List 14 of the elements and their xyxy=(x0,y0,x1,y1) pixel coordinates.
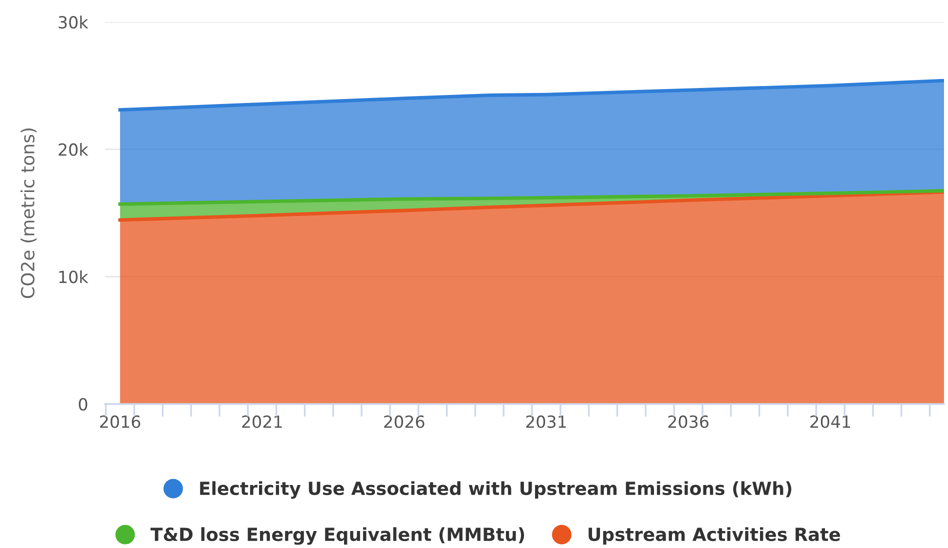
x-tick-label: 2026 xyxy=(384,415,424,428)
legend-label: Electricity Use Associated with Upstream Emissions (kWh) xyxy=(200,481,792,499)
x-tick-label: 2036 xyxy=(668,415,708,428)
x-tick-label: 2031 xyxy=(526,415,566,428)
legend-label: T&D loss Energy Equivalent (MMBtu) xyxy=(150,527,524,545)
x-tick-label: 2016 xyxy=(100,415,140,428)
legend-label: Upstream Activities Rate xyxy=(588,527,840,545)
y-axis-title: CO2e (metric tons) xyxy=(20,128,37,298)
y-tick-label: 10k xyxy=(59,270,88,284)
y-tick-label: 0 xyxy=(78,398,88,411)
x-tick-label: 2041 xyxy=(810,415,850,428)
y-tick-label: 20k xyxy=(58,143,88,156)
y-tick-label: 30k xyxy=(58,16,88,29)
x-tick-label: 2021 xyxy=(242,415,282,428)
